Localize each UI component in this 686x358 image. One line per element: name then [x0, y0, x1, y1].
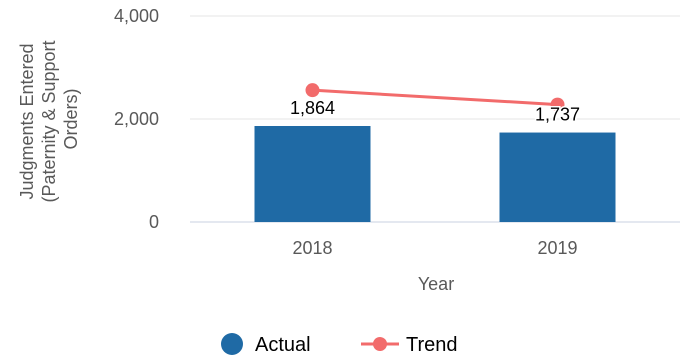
legend-actual-marker [221, 333, 243, 355]
x-tick-label: 2018 [292, 238, 332, 258]
data-label: 1,737 [535, 105, 580, 125]
x-tick-label: 2019 [537, 238, 577, 258]
bars [254, 126, 616, 222]
legend-trend-marker [373, 337, 387, 351]
legend-actual-label: Actual [255, 334, 311, 356]
bar-2019 [499, 132, 616, 222]
bar-2018 [254, 126, 371, 222]
y-axis-ticks: 0 2,000 4,000 [114, 6, 159, 232]
legend-trend-label: Trend [406, 334, 458, 356]
data-labels: 1,864 1,737 [288, 97, 581, 127]
y-axis-title: Judgments Entered (Paternity & Support O… [17, 35, 81, 202]
trend-point [550, 97, 565, 112]
data-label: 1,864 [290, 98, 335, 118]
trend-line [312, 88, 558, 107]
legend-item-trend[interactable]: Trend [361, 334, 458, 356]
x-axis-ticks: 2018 2019 [292, 238, 577, 258]
y-axis-title-line-1: Judgments Entered [17, 43, 37, 199]
trend-line-series [305, 83, 565, 112]
y-tick-label: 2,000 [114, 109, 159, 129]
trend-point [305, 83, 320, 98]
y-axis-title-line-2: (Paternity & Support [39, 40, 59, 202]
legend: Actual Trend [221, 333, 458, 356]
legend-item-actual[interactable]: Actual [221, 333, 311, 356]
y-tick-label: 4,000 [114, 6, 159, 26]
y-axis-title-line-3: Orders) [61, 88, 81, 149]
x-axis-title: Year [418, 274, 454, 294]
y-tick-label: 0 [149, 212, 159, 232]
